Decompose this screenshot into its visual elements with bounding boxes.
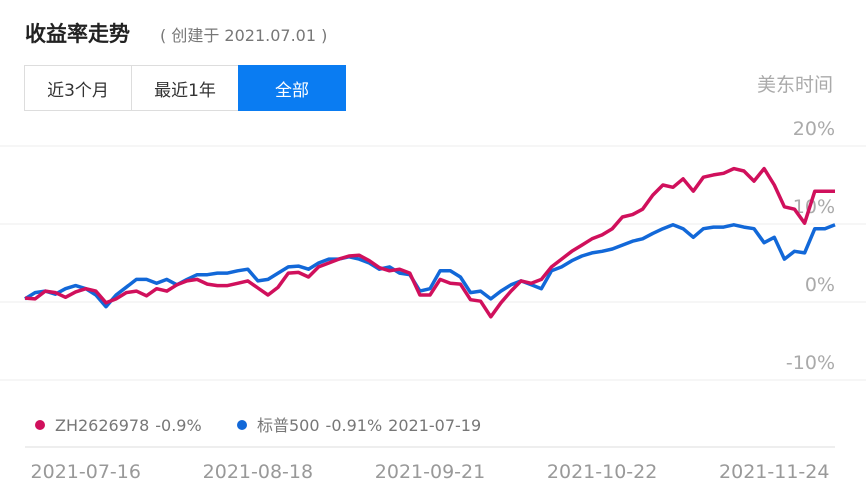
x-tick-label: 2021-09-21 <box>375 461 485 483</box>
y-tick-label: -10% <box>786 352 835 374</box>
legend-date: 2021-07-19 <box>388 416 481 435</box>
x-tick-label: 2021-10-22 <box>547 461 657 483</box>
range-buttons: 近3个月 最近1年 全部 <box>24 65 346 111</box>
x-tick-label: 2021-07-16 <box>31 461 141 483</box>
legend-value: -0.91% <box>326 416 383 435</box>
legend-text: 标普500 -0.91% 2021-07-19 <box>257 416 481 435</box>
legend-name: ZH2626978 <box>55 416 149 435</box>
legend-marker <box>35 420 45 430</box>
legend-value: -0.9% <box>155 416 201 435</box>
series-line <box>24 223 836 309</box>
range-button[interactable]: 近3个月 <box>24 65 132 111</box>
page-title: 收益率走势 <box>25 22 130 46</box>
timezone-label: 美东时间 <box>756 74 833 96</box>
y-tick-label: 10% <box>793 196 835 218</box>
x-tick-label: 2021-08-18 <box>203 461 313 483</box>
y-tick-label: 20% <box>793 118 835 140</box>
series-line <box>24 166 835 319</box>
page-subtitle: ( 创建于 2021.07.01 ) <box>160 26 328 45</box>
range-button[interactable]: 全部 <box>238 65 346 111</box>
range-button[interactable]: 最近1年 <box>131 65 239 111</box>
y-tick-label: 0% <box>805 274 835 296</box>
x-tick-label: 2021-11-24 <box>719 461 829 483</box>
legend-marker <box>237 420 247 430</box>
legend-name: 标普500 <box>257 416 320 435</box>
legend-text: ZH2626978 -0.9% <box>55 416 202 435</box>
